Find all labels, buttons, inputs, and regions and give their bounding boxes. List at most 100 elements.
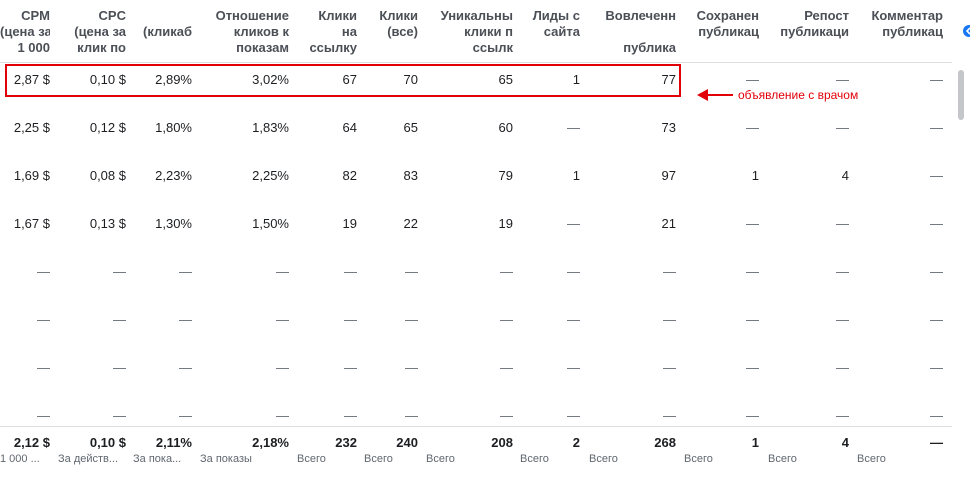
table-cell-ratio: 1,50% [252, 216, 289, 231]
table-cell-engagement: — [663, 408, 676, 423]
table-cell-link-clicks: — [344, 264, 357, 279]
table-cell-ratio: 3,02% [252, 72, 289, 87]
table-cell-cpc: — [113, 264, 126, 279]
column-header-line: Сохранен [696, 8, 759, 23]
table-cell-ratio: — [276, 312, 289, 327]
table-cell-engagement: 77 [661, 72, 676, 87]
column-header-line: Отношение [215, 8, 289, 23]
column-header-line: клик по [77, 40, 126, 55]
table-cell-shares: — [836, 264, 849, 279]
table-cell-unique-link-clicks: 65 [498, 72, 513, 87]
column-header-ctr[interactable]: (кликаб [128, 0, 192, 62]
table-cell-unique-link-clicks: — [500, 312, 513, 327]
table-cell-comments: — [930, 360, 943, 375]
table-cell-cpc: — [113, 360, 126, 375]
column-header-line: публика [623, 40, 676, 55]
table-cell-site-leads: — [567, 120, 580, 135]
column-header-line: кликов к [233, 24, 289, 39]
column-header-cpc[interactable]: CPC (цена за клик по [58, 0, 126, 62]
table-cell-engagement: 73 [661, 120, 676, 135]
table-cell-ratio: — [276, 264, 289, 279]
table-cell-site-leads: — [567, 216, 580, 231]
table-cell-cpm: — [37, 408, 50, 423]
table-cell-site-leads: 1 [572, 168, 580, 183]
table-cell-ctr: 1,80% [155, 120, 192, 135]
scrollbar-thumb[interactable] [958, 70, 964, 120]
table-cell-clicks-all: 70 [403, 72, 418, 87]
table-cell-saves: — [746, 72, 759, 87]
column-header-saves[interactable]: Сохранен публикац [680, 0, 759, 62]
column-header-line [584, 24, 676, 40]
column-header-shares[interactable]: Репост публикаци [764, 0, 849, 62]
table-cell-clicks-all: 83 [403, 168, 418, 183]
column-header-line: публикац [698, 24, 759, 39]
total-label: Всего [768, 453, 797, 465]
total-label: Всего [589, 453, 618, 465]
annotation-text: объявление с врачом [738, 88, 859, 102]
table-cell-cpm: 1,69 $ [13, 168, 50, 183]
total-value-ctr: 2,11% [155, 435, 192, 450]
chevron-left-icon[interactable] [960, 24, 970, 38]
table-cell-ratio: — [276, 408, 289, 423]
column-header-line: публикац [882, 24, 943, 39]
table-cell-link-clicks: 19 [342, 216, 357, 231]
table-cell-cpc: — [113, 312, 126, 327]
total-value-shares: 4 [841, 435, 849, 450]
total-label: Всего [857, 453, 886, 465]
table-cell-saves: — [746, 360, 759, 375]
table-cell-clicks-all: — [405, 408, 418, 423]
column-header-line: показам [236, 40, 289, 55]
column-header-link-clicks[interactable]: Клики на ссылку [292, 0, 357, 62]
column-header-ratio[interactable]: Отношение кликов к показам [200, 0, 289, 62]
table-cell-clicks-all: 22 [403, 216, 418, 231]
table-cell-link-clicks: 64 [342, 120, 357, 135]
table-cell-cpm: 1,67 $ [13, 216, 50, 231]
column-header-line: (цена за [74, 24, 126, 39]
column-header-line: публикаци [780, 24, 849, 39]
table-cell-engagement: — [663, 360, 676, 375]
table-cell-unique-link-clicks: — [500, 408, 513, 423]
total-label: Всего [520, 453, 549, 465]
table-cell-cpc: 0,10 $ [89, 72, 126, 87]
table-cell-site-leads: — [567, 264, 580, 279]
column-header-site-leads[interactable]: Лиды с сайта [516, 0, 580, 62]
column-header-line: Репост [804, 8, 849, 23]
total-label: За действ... [58, 453, 119, 465]
table-cell-site-leads: — [567, 408, 580, 423]
table-cell-ratio: 2,25% [252, 168, 289, 183]
column-header-clicks-all[interactable]: Клики (все) [361, 0, 418, 62]
table-cell-cpm: — [37, 360, 50, 375]
table-cell-site-leads: 1 [572, 72, 580, 87]
table-cell-ctr: 2,89% [155, 72, 192, 87]
column-header-line: CPM [21, 8, 50, 23]
table-cell-clicks-all: — [405, 360, 418, 375]
column-header-line: сайта [543, 24, 580, 39]
table-cell-unique-link-clicks: 79 [498, 168, 513, 183]
column-header-line: Вовлеченн [605, 8, 676, 23]
column-header-line: на [341, 24, 357, 39]
table-cell-link-clicks: — [344, 408, 357, 423]
column-header-engagement[interactable]: Вовлеченн публика [584, 0, 676, 62]
table-cell-link-clicks: 67 [342, 72, 357, 87]
header-divider [0, 62, 952, 63]
table-cell-saves: — [746, 408, 759, 423]
total-label [943, 452, 948, 466]
table-cell-unique-link-clicks: 19 [498, 216, 513, 231]
table-cell-shares: — [836, 360, 849, 375]
table-cell-ratio: — [276, 360, 289, 375]
column-header-line: ссылк [472, 40, 513, 55]
table-cell-ctr: — [179, 264, 192, 279]
table-cell-link-clicks: 82 [342, 168, 357, 183]
column-header-line: CPC [98, 8, 126, 23]
column-header-comments[interactable]: Комментар публикац [853, 0, 943, 62]
column-header-unique-link-clicks[interactable]: Уникальны клики п ссылк [422, 0, 513, 62]
highlight-box [5, 64, 681, 97]
table-cell-saves: — [746, 216, 759, 231]
total-label: 1 000 ... [0, 453, 40, 465]
table-cell-saves: — [746, 120, 759, 135]
column-header-line [128, 8, 192, 24]
table-cell-saves: 1 [751, 168, 759, 183]
table-cell-ctr: 2,23% [155, 168, 192, 183]
total-value-link-clicks: 232 [335, 435, 357, 450]
column-header-cpm[interactable]: CPM (цена за 1 000 [0, 0, 50, 62]
